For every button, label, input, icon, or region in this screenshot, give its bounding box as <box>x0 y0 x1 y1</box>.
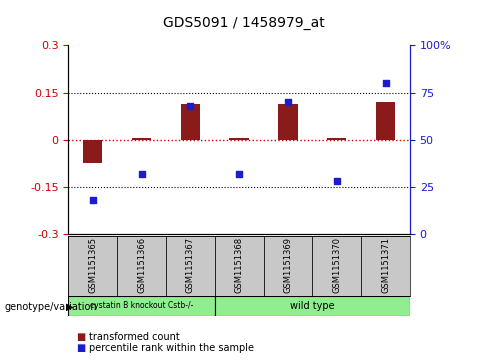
Text: GSM1151365: GSM1151365 <box>88 237 97 293</box>
Bar <box>327 138 346 140</box>
Text: ■: ■ <box>76 332 85 342</box>
Point <box>89 197 97 203</box>
Text: GSM1151368: GSM1151368 <box>235 237 244 293</box>
Text: GSM1151366: GSM1151366 <box>137 237 146 293</box>
Bar <box>166 236 215 296</box>
Text: transformed count: transformed count <box>89 332 180 342</box>
Bar <box>376 102 395 140</box>
Point <box>333 178 341 184</box>
Text: ▶: ▶ <box>66 302 73 312</box>
Point <box>284 99 292 105</box>
Text: ■: ■ <box>76 343 85 353</box>
Bar <box>278 103 298 140</box>
Text: cystatin B knockout Cstb-/-: cystatin B knockout Cstb-/- <box>90 301 193 310</box>
Text: wild type: wild type <box>290 301 335 311</box>
Bar <box>117 236 166 296</box>
Point <box>235 171 243 177</box>
Text: GSM1151367: GSM1151367 <box>186 237 195 293</box>
Point <box>138 171 145 177</box>
Bar <box>83 140 102 163</box>
Bar <box>215 236 264 296</box>
Bar <box>68 236 117 296</box>
Bar <box>181 103 200 140</box>
Point <box>382 80 389 86</box>
Text: GSM1151369: GSM1151369 <box>284 237 292 293</box>
Bar <box>215 296 410 316</box>
Text: GSM1151370: GSM1151370 <box>332 237 341 293</box>
Text: GSM1151371: GSM1151371 <box>381 237 390 293</box>
Text: percentile rank within the sample: percentile rank within the sample <box>89 343 254 353</box>
Bar <box>312 236 361 296</box>
Bar <box>361 236 410 296</box>
Text: genotype/variation: genotype/variation <box>5 302 98 312</box>
Bar <box>229 138 249 140</box>
Bar <box>68 296 215 316</box>
Point <box>186 103 194 109</box>
Bar <box>264 236 312 296</box>
Bar <box>132 138 151 140</box>
Text: GDS5091 / 1458979_at: GDS5091 / 1458979_at <box>163 16 325 30</box>
